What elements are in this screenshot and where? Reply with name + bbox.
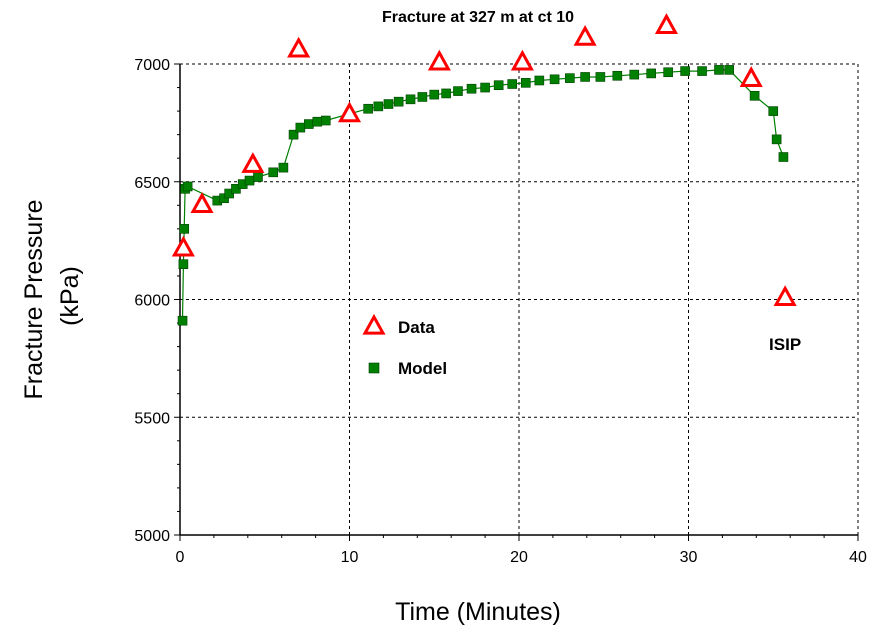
- data-point: [510, 49, 534, 71]
- x-tick-label: 40: [849, 549, 867, 566]
- y-tick-label: 5000: [134, 528, 170, 545]
- legend-model-label: Model: [398, 359, 447, 378]
- data-point: [241, 152, 265, 173]
- x-axis-label: Time (Minutes): [395, 598, 561, 626]
- model-point: [178, 259, 189, 269]
- model-point: [177, 315, 188, 326]
- y-tick-label: 6000: [134, 293, 170, 310]
- model-series: [177, 65, 789, 326]
- y-tick-label: 6500: [134, 175, 170, 192]
- x-tick-label: 0: [176, 549, 185, 566]
- model-point: [749, 90, 760, 101]
- y-tick-label: 5500: [134, 410, 170, 427]
- data-point: [171, 235, 195, 257]
- x-tick-label: 30: [680, 549, 698, 566]
- model-point: [441, 88, 451, 99]
- model-point: [453, 86, 463, 96]
- model-point: [714, 65, 724, 75]
- model-point: [179, 224, 190, 234]
- model-point: [697, 66, 707, 76]
- model-point: [520, 78, 531, 88]
- data-point: [573, 24, 597, 46]
- data-point: [654, 13, 679, 34]
- annotation-label: ISIP: [769, 335, 801, 354]
- data-point: [739, 66, 763, 87]
- model-point: [534, 75, 545, 86]
- model-point: [393, 96, 404, 107]
- model-point: [629, 69, 640, 80]
- model-point: [724, 65, 734, 75]
- model-point: [253, 172, 263, 182]
- chart-title: Fracture at 327 m at ct 10: [382, 9, 574, 26]
- legend-data-marker: [362, 313, 386, 335]
- model-point: [312, 116, 323, 127]
- model-point: [768, 106, 779, 116]
- x-tick-label: 20: [510, 549, 528, 566]
- model-point: [405, 94, 416, 105]
- model-point: [646, 68, 657, 79]
- y-axis-label: Fracture Pressure (kPa): [20, 192, 84, 399]
- model-point: [373, 101, 384, 112]
- data-point: [287, 36, 311, 58]
- model-point: [612, 70, 623, 81]
- model-point: [268, 167, 279, 178]
- model-point: [549, 74, 560, 85]
- legend-model-marker: [368, 362, 380, 374]
- y-axis-label-line-2: (kPa): [56, 266, 84, 326]
- model-point: [778, 152, 789, 162]
- data-point: [337, 101, 362, 123]
- model-point: [680, 66, 690, 76]
- data-point: [190, 192, 214, 213]
- y-tick-label: 7000: [134, 57, 170, 74]
- model-point: [565, 73, 575, 83]
- model-point: [295, 122, 306, 133]
- model-point: [595, 72, 606, 82]
- tick-labels: 5000 5500 6000 6500 7000 0 10 20 30 40: [134, 57, 867, 566]
- model-point: [320, 115, 331, 126]
- model-point: [182, 181, 193, 192]
- model-point: [429, 89, 440, 100]
- model-point: [771, 134, 782, 145]
- model-point: [580, 72, 590, 82]
- data-point: [773, 285, 797, 306]
- model-point: [493, 80, 504, 90]
- model-point: [278, 162, 289, 173]
- model-point: [466, 83, 477, 94]
- model-point: [417, 92, 428, 102]
- data-series: [171, 13, 797, 306]
- y-axis-label-line-1: Fracture Pressure: [20, 199, 48, 399]
- model-point: [244, 175, 255, 186]
- annotations: ISIP: [769, 335, 801, 354]
- x-tick-label: 10: [341, 549, 359, 566]
- model-point: [507, 79, 518, 89]
- model-point: [480, 82, 490, 93]
- model-point: [363, 103, 373, 114]
- model-point: [383, 99, 394, 109]
- model-point: [304, 119, 314, 129]
- model-point: [288, 129, 299, 140]
- model-point: [663, 67, 673, 78]
- legend-data-label: Data: [398, 318, 435, 337]
- legend: Data Model: [362, 313, 447, 378]
- data-point: [427, 49, 451, 71]
- axes-layer: [174, 63, 859, 541]
